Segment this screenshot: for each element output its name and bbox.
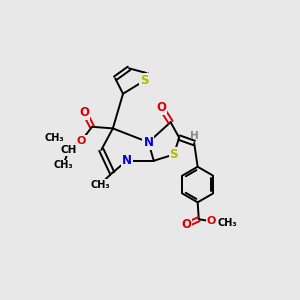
Text: S: S <box>140 74 149 87</box>
Text: S: S <box>169 148 178 161</box>
Text: O: O <box>207 217 216 226</box>
Text: O: O <box>181 218 191 232</box>
Text: CH₃: CH₃ <box>90 179 110 190</box>
Text: H: H <box>190 131 199 141</box>
Text: CH₃: CH₃ <box>53 160 73 170</box>
Text: CH: CH <box>61 145 77 155</box>
Text: O: O <box>156 101 167 114</box>
Text: CH₃: CH₃ <box>45 133 64 143</box>
Text: N: N <box>143 136 153 149</box>
Text: N: N <box>122 154 132 167</box>
Text: CH₃: CH₃ <box>218 218 238 228</box>
Text: O: O <box>77 136 86 146</box>
Text: O: O <box>80 106 89 119</box>
